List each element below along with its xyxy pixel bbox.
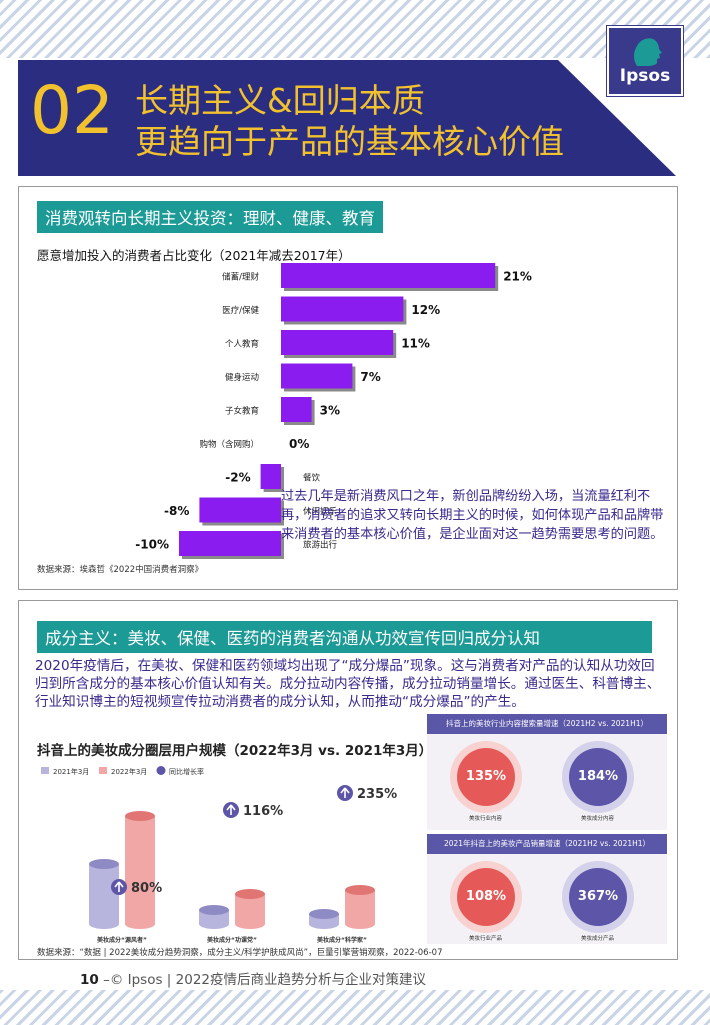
bar-8 — [179, 531, 281, 556]
logo-text: Ipsos — [619, 66, 671, 86]
panel2-paragraph: 2020年疫情后，在美妆、保健和医药领域均出现了“成分爆品”现象。这与消费者对产… — [35, 658, 661, 710]
circle-industry-content: 135% — [457, 748, 515, 806]
bar-0 — [281, 263, 496, 288]
legend-swatch-0 — [41, 767, 49, 774]
panel1-title: 消费观转向长期主义投资：理财、健康、教育 — [37, 201, 383, 233]
category-label-3: 健身运动 — [225, 372, 260, 383]
cylinder-base-2-0 — [309, 919, 339, 929]
growth-label-1: 116% — [243, 804, 283, 819]
value-label-8: -10% — [135, 538, 169, 552]
bar-4 — [281, 397, 312, 422]
circle-industry-product: 108% — [457, 868, 515, 926]
panel1-paragraph: 过去几年是新消费风口之年，新创品牌纷纷入场，当流量红利不再，消费者的追求又转向长… — [281, 489, 664, 542]
page-number: 10 — [80, 972, 99, 988]
section-title-line1: 长期主义&回归本质 — [135, 81, 425, 120]
panel2-title: 成分主义：美妆、保健、医药的消费者沟通从功效宣传回归成分认知 — [37, 621, 652, 653]
label-ingredient-content: 美妆成分内容 — [581, 816, 615, 822]
value-label-6: -2% — [225, 471, 250, 485]
circle-ingredient-content: 184% — [569, 748, 627, 806]
value-label-0: 21% — [503, 270, 532, 284]
category-label-7: 休闲娱乐 — [303, 506, 338, 517]
category-label-8: 旅游出行 — [303, 540, 338, 551]
value-label-7: -8% — [164, 504, 189, 518]
chart2-title: 抖音上的美妆成分圈层用户规模（2022年3月 vs. 2021年3月） — [37, 743, 433, 759]
info-header-sales: 2021年抖音上的美妆产品销量增速（2021H2 vs. 2021H1） — [427, 834, 667, 854]
top-stripe-band — [0, 0, 710, 58]
legend-label-1: 2022年3月 — [111, 767, 147, 776]
section-number: 02 — [30, 72, 114, 149]
label-industry-content: 美妆行业内容 — [469, 816, 503, 822]
info-header-search: 抖音上的美妆行业内容搜索量增速（2021H2 vs. 2021H1） — [427, 714, 667, 734]
info-body-sales: 108% 367% 美妆行业产品 美妆成分产品 — [427, 854, 667, 944]
cylinder-body-0-0 — [89, 864, 119, 924]
category-label-0: 储蓄/理财 — [222, 272, 259, 283]
info-body-search: 135% 184% 美妆行业内容 美妆成分内容 — [427, 734, 667, 830]
cylinder-base-1-0 — [199, 919, 229, 929]
value-label-1: 12% — [411, 303, 440, 317]
category-label-2: 美妆成分“科学家” — [316, 936, 367, 944]
banner-shape — [18, 60, 676, 176]
growth-arrow-icon-1 — [226, 804, 236, 815]
page-footer: 10 –© Ipsos | 2022疫情后商业趋势分析与企业对策建议 — [80, 968, 426, 988]
bar-1 — [281, 296, 404, 322]
bar-6 — [260, 464, 281, 489]
section-title-line2: 更趋向于产品的基本核心价值 — [135, 122, 564, 161]
label-ingredient-product: 美妆成分产品 — [581, 936, 615, 942]
ipsos-logo: Ipsos — [607, 26, 683, 96]
cylinder-base-0-1 — [125, 919, 155, 929]
cylinder-base-0-0 — [89, 919, 119, 929]
label-industry-product: 美妆行业产品 — [469, 936, 503, 942]
cylinder-top-2-1 — [345, 885, 375, 895]
value-label-2: 11% — [401, 337, 430, 351]
category-label-1: 美妆成分“功课党” — [206, 936, 257, 944]
bar-7 — [199, 497, 281, 523]
growth-arrow-icon-0 — [114, 881, 124, 892]
legend-growth-icon — [156, 766, 166, 775]
cylinder-body-0-1 — [125, 816, 155, 924]
cylinder-top-2-0 — [309, 909, 339, 919]
value-label-3: 7% — [360, 370, 380, 384]
circle-ingredient-product: 367% — [569, 868, 627, 926]
growth-arrow-icon-2 — [340, 787, 350, 798]
growth-label-2: 235% — [357, 787, 397, 802]
cylinder-top-0-0 — [89, 859, 119, 869]
growth-infographic: 抖音上的美妆行业内容搜索量增速（2021H2 vs. 2021H1） 135% … — [427, 714, 667, 944]
cylinder-base-1-1 — [235, 919, 265, 929]
category-label-2: 个人教育 — [225, 339, 259, 350]
panel-ingredientism: 成分主义：美妆、保健、医药的消费者沟通从功效宣传回归成分认知 2020年疫情后，… — [18, 600, 678, 960]
category-label-1: 医疗/保健 — [222, 305, 259, 316]
cylinder-top-1-0 — [199, 905, 229, 915]
bar-2 — [281, 330, 394, 355]
cylinder-top-1-1 — [235, 889, 265, 899]
logo-head-icon — [634, 38, 662, 66]
cylinder-body-2-1 — [345, 890, 375, 924]
panel1-source: 数据来源：埃森哲《2022中国消费者洞察》 — [37, 565, 204, 575]
cylinder-base-2-1 — [345, 919, 375, 929]
category-label-4: 子女教育 — [225, 406, 259, 417]
section-banner — [18, 60, 676, 176]
value-label-5: 0% — [289, 437, 309, 451]
chart1-title: 愿意增加投入的消费者占比变化（2021年减去2017年） — [37, 248, 351, 263]
footer-text: –© Ipsos | 2022疫情后商业趋势分析与企业对策建议 — [103, 972, 426, 988]
cylinder-top-0-1 — [125, 811, 155, 821]
category-label-5: 购物（含网购） — [199, 439, 259, 450]
legend-label-0: 2021年3月 — [53, 767, 89, 776]
bottom-stripe-band — [0, 990, 710, 1025]
growth-label-0: 80% — [131, 881, 162, 896]
consumer-spending-bar-chart: 储蓄/理财 21% 医疗/保健 12% 个人教育 11% 健身运动 7% 子女教育 3% 购物（含网… — [135, 263, 532, 559]
bar-3 — [281, 363, 353, 389]
panel2-source: 数据来源：“数据 | 2022美妆成分趋势洞察，成分主义/科学护肤成风尚”，巨量… — [37, 948, 443, 958]
legend-label-growth: 同比增长率 — [169, 767, 204, 776]
legend-swatch-1 — [99, 767, 107, 774]
category-label-0: 美妆成分“源风者” — [96, 936, 147, 944]
value-label-4: 3% — [320, 404, 340, 418]
panel-long-termism: 消费观转向长期主义投资：理财、健康、教育 愿意增加投入的消费者占比变化（2021… — [18, 186, 678, 590]
category-label-6: 餐饮 — [303, 473, 321, 484]
